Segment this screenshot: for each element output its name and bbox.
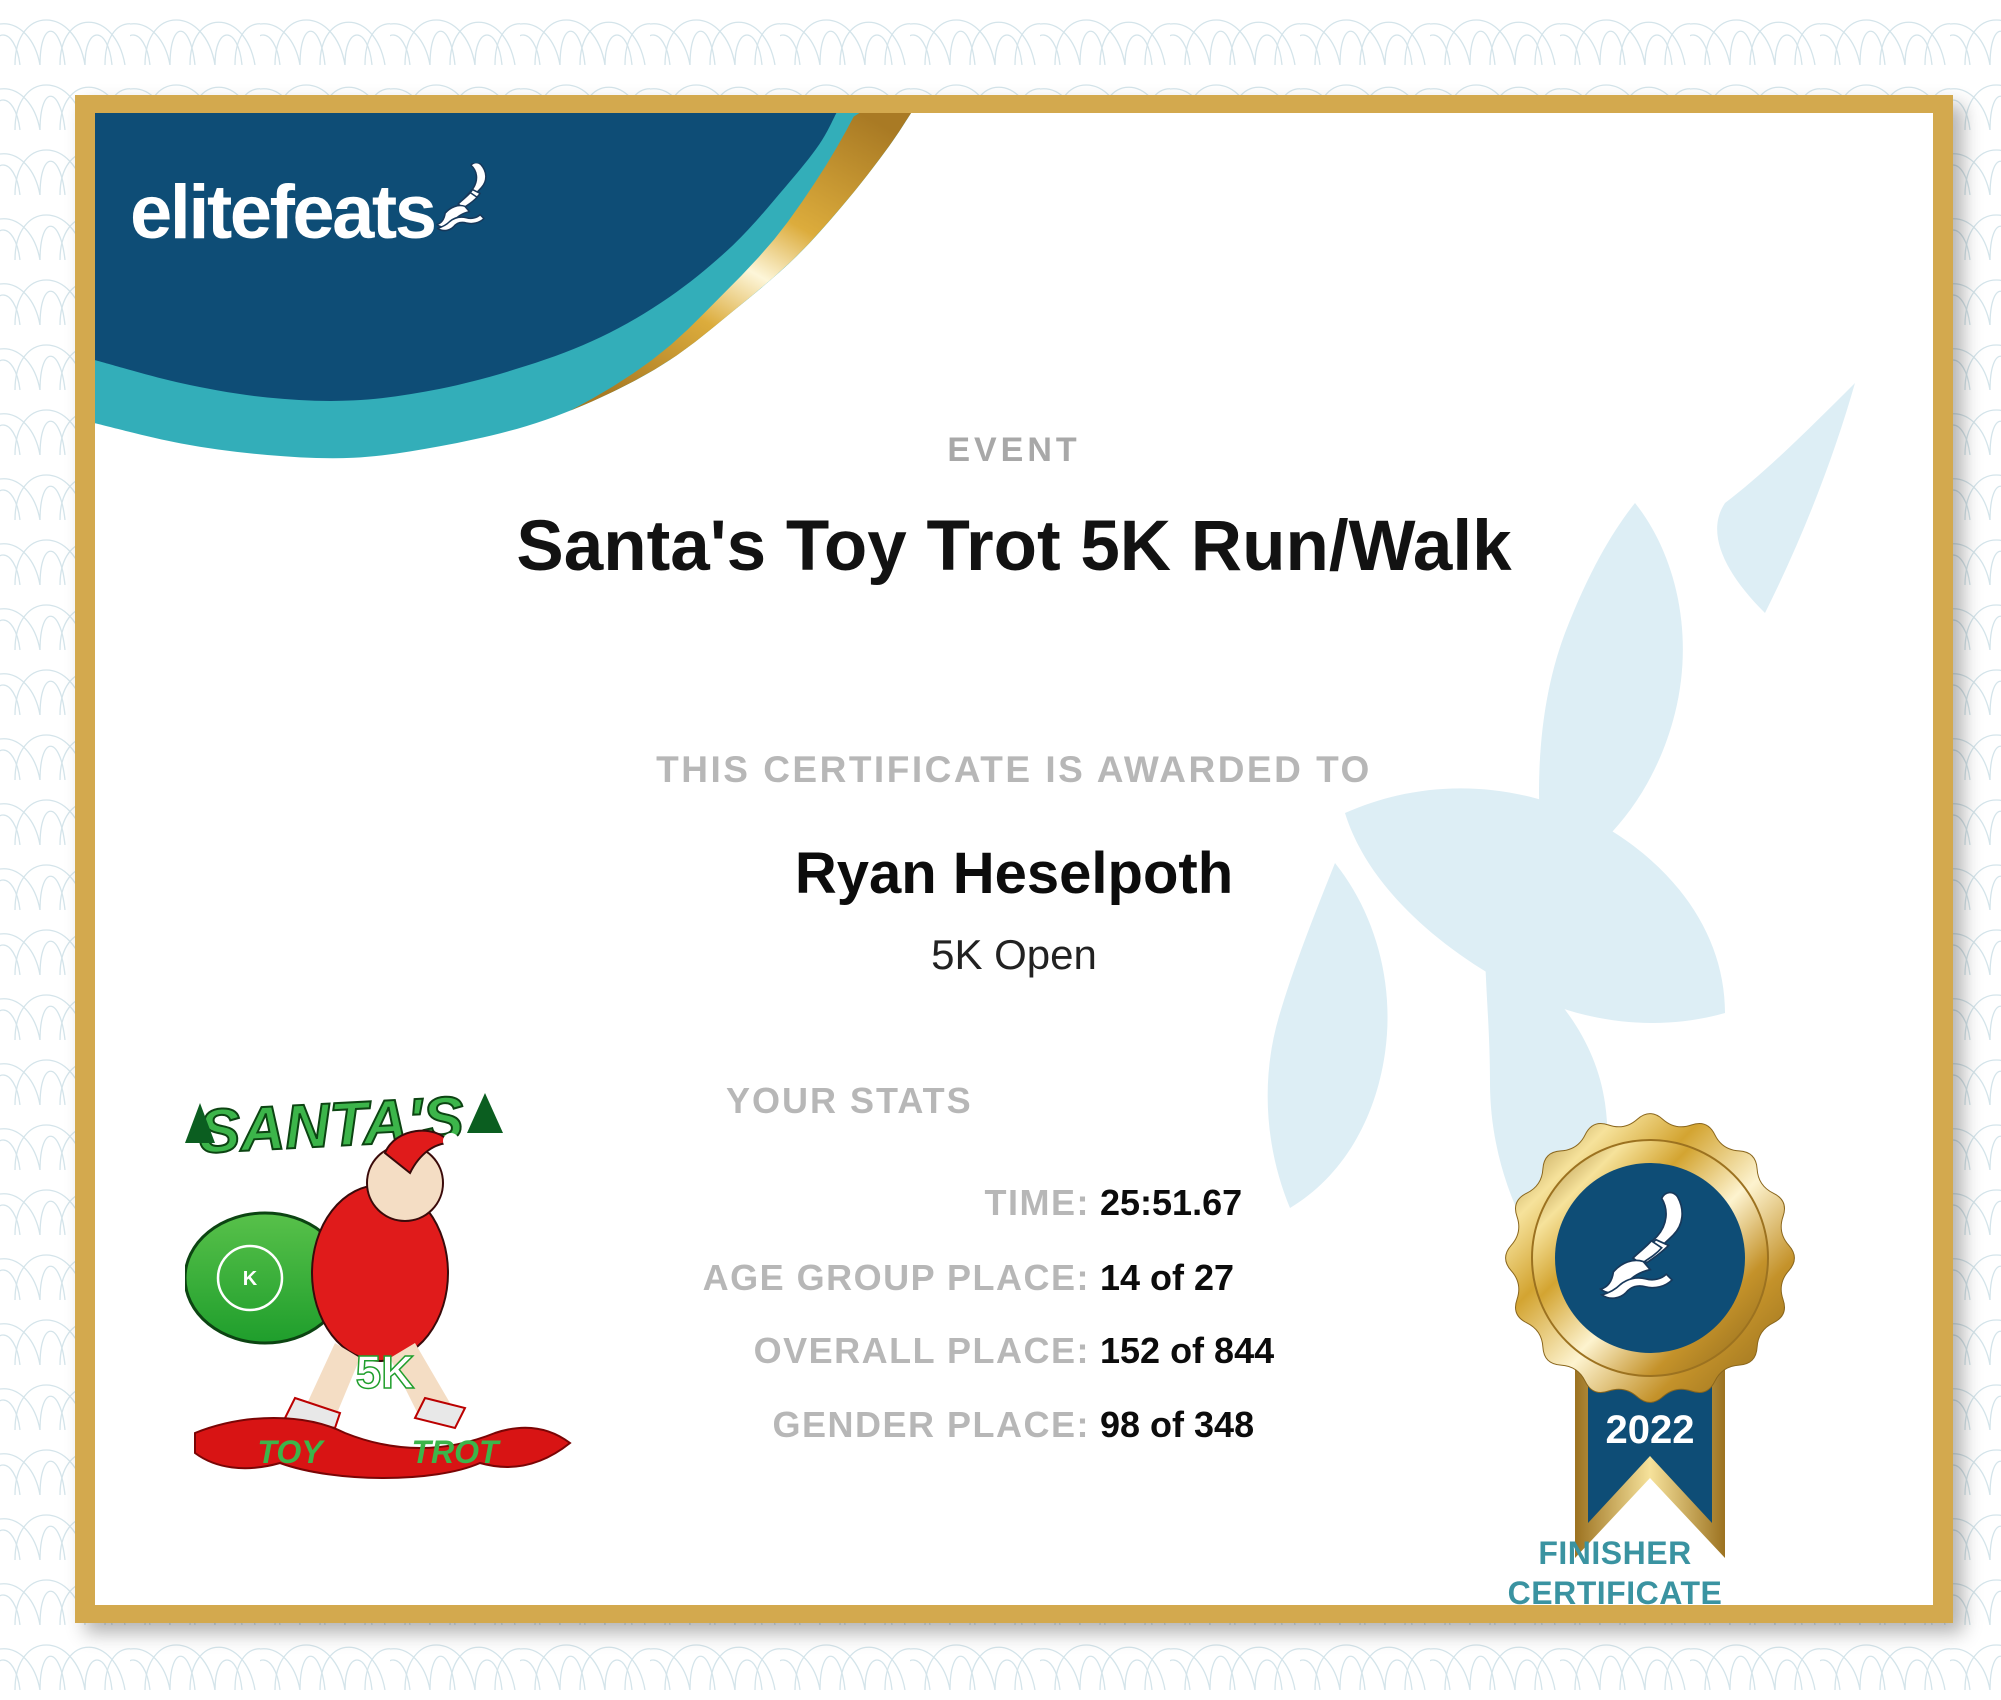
svg-text:2022: 2022 <box>1606 1408 1695 1452</box>
